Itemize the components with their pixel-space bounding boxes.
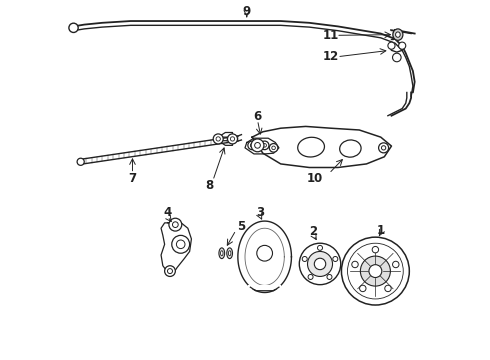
- Circle shape: [230, 137, 235, 141]
- Circle shape: [372, 247, 379, 253]
- Text: 5: 5: [237, 220, 245, 233]
- Circle shape: [77, 158, 84, 165]
- Circle shape: [260, 141, 269, 150]
- Circle shape: [263, 144, 267, 147]
- Ellipse shape: [393, 29, 403, 40]
- Text: 11: 11: [322, 29, 339, 42]
- Circle shape: [308, 274, 313, 279]
- Text: 1: 1: [377, 224, 385, 237]
- Circle shape: [302, 256, 307, 261]
- Text: 9: 9: [243, 5, 251, 18]
- Text: 12: 12: [322, 50, 339, 63]
- Circle shape: [255, 143, 260, 148]
- Circle shape: [299, 243, 341, 285]
- Circle shape: [270, 144, 278, 152]
- Circle shape: [352, 261, 358, 268]
- Circle shape: [360, 256, 391, 286]
- Ellipse shape: [395, 32, 400, 37]
- Circle shape: [327, 274, 332, 279]
- Circle shape: [250, 144, 254, 147]
- Text: 4: 4: [163, 206, 172, 219]
- Circle shape: [385, 285, 391, 292]
- Circle shape: [165, 266, 175, 276]
- Circle shape: [388, 42, 395, 49]
- Circle shape: [176, 240, 185, 249]
- Circle shape: [369, 265, 382, 278]
- Circle shape: [342, 237, 409, 305]
- Circle shape: [379, 143, 389, 153]
- Circle shape: [392, 261, 399, 268]
- Ellipse shape: [228, 251, 231, 256]
- Circle shape: [213, 134, 223, 144]
- Circle shape: [169, 218, 182, 231]
- Circle shape: [314, 258, 326, 270]
- Circle shape: [360, 285, 366, 292]
- Circle shape: [168, 269, 172, 274]
- Ellipse shape: [298, 137, 324, 157]
- Ellipse shape: [220, 251, 223, 256]
- Ellipse shape: [227, 248, 232, 258]
- Circle shape: [172, 222, 178, 228]
- Text: 6: 6: [253, 110, 262, 123]
- Circle shape: [257, 246, 272, 261]
- Text: 2: 2: [309, 225, 317, 238]
- Circle shape: [172, 235, 190, 253]
- Circle shape: [392, 53, 401, 62]
- Ellipse shape: [340, 140, 361, 157]
- Circle shape: [318, 246, 322, 250]
- Text: 10: 10: [307, 172, 323, 185]
- Circle shape: [216, 137, 220, 141]
- Circle shape: [381, 146, 386, 150]
- Circle shape: [251, 139, 264, 152]
- Circle shape: [69, 23, 78, 32]
- Circle shape: [227, 134, 238, 144]
- Circle shape: [248, 141, 256, 150]
- Text: 7: 7: [128, 172, 137, 185]
- Circle shape: [333, 256, 338, 261]
- Text: 8: 8: [205, 179, 214, 192]
- Circle shape: [308, 251, 333, 276]
- Ellipse shape: [219, 248, 224, 258]
- Circle shape: [398, 42, 406, 49]
- Circle shape: [272, 146, 275, 150]
- Text: 3: 3: [256, 206, 264, 219]
